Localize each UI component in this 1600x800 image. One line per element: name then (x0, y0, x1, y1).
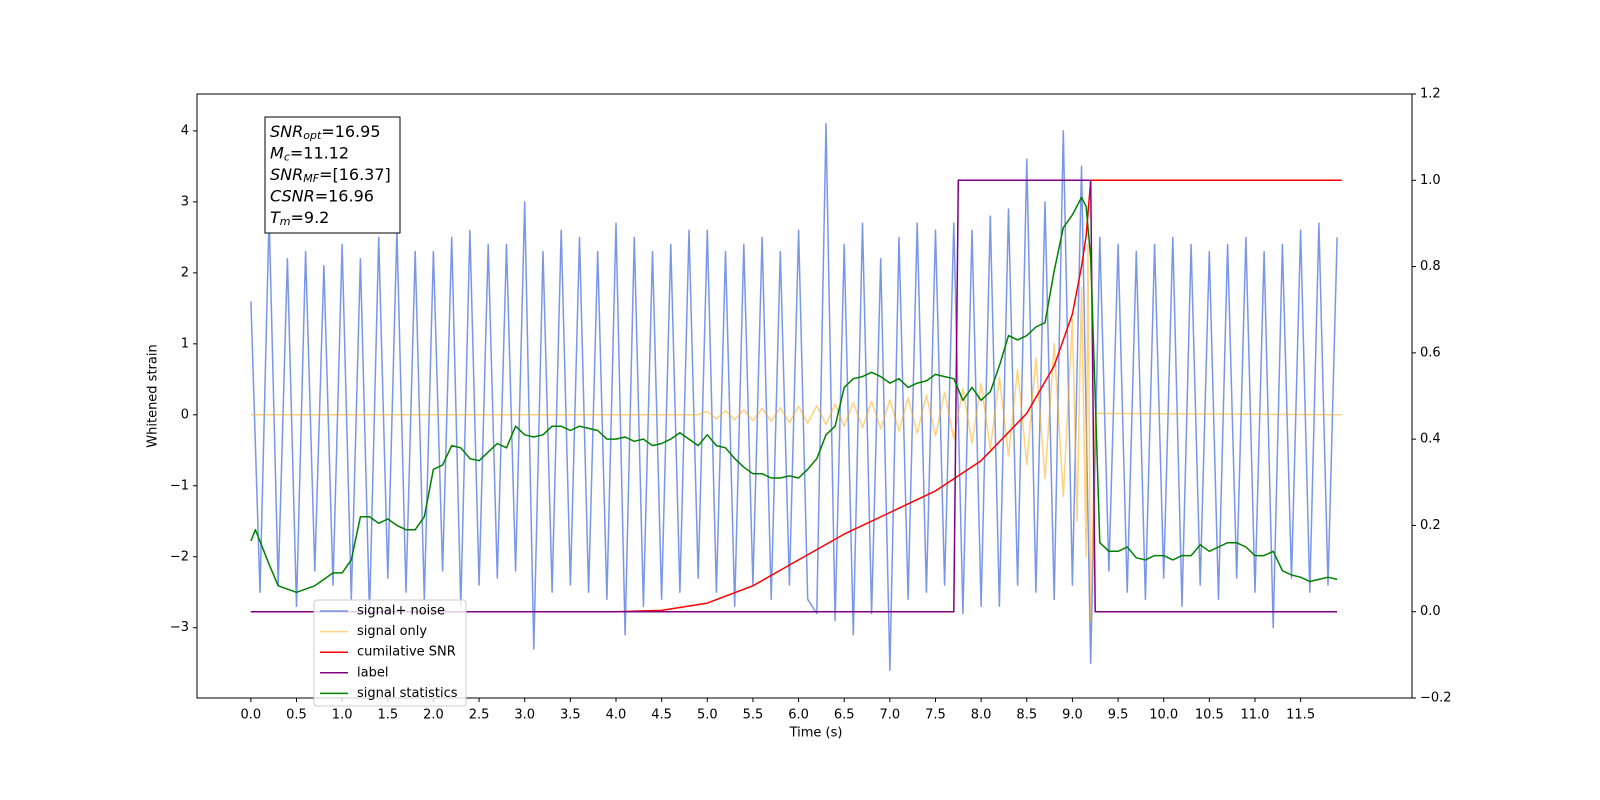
annotation-line: CSNR=16.96 (270, 186, 374, 205)
x-tick-label: 0.0 (241, 708, 262, 723)
y-tick-label: 1 (181, 336, 189, 351)
y-tick-label: 3 (181, 194, 189, 209)
x-tick-label: 9.5 (1108, 708, 1129, 723)
annotation-line: Tm=9.2 (270, 208, 329, 229)
y-axis-label: Whitened strain (146, 344, 161, 447)
annotation-line: SNRMF=[16.37] (270, 165, 391, 186)
legend-label: cumilative SNR (357, 645, 456, 660)
annotation-subscript: MF (303, 172, 319, 185)
x-tick-label: 9.0 (1062, 708, 1083, 723)
y2-tick-label: −0.2 (1420, 691, 1452, 706)
legend-label: signal+ noise (357, 604, 445, 619)
x-tick-label: 6.0 (788, 708, 809, 723)
x-tick-label: 2.0 (423, 708, 444, 723)
data-line (250, 243, 1342, 622)
x-tick-label: 11.5 (1286, 708, 1315, 723)
plot-frame (196, 93, 1413, 699)
x-tick-label: 10.5 (1195, 708, 1224, 723)
y-tick-label: 2 (181, 265, 189, 280)
legend-label: label (357, 665, 388, 680)
x-tick-label: 5.0 (697, 708, 718, 723)
annotation-line: SNRopt=16.95 (270, 122, 381, 143)
annotation-line: Mc=11.12 (270, 143, 349, 164)
annotation-value: =16.95 (321, 122, 380, 141)
x-tick-label: 3.5 (560, 708, 581, 723)
x-tick-label: 5.5 (743, 708, 764, 723)
annotation-symbol: T (270, 208, 281, 227)
data-line (250, 179, 1338, 613)
y2-tick-label: 1.2 (1420, 87, 1441, 102)
y2-tick-label: 0.4 (1420, 432, 1441, 447)
x-tick-label: 8.5 (1016, 708, 1037, 723)
x-tick-label: 6.5 (834, 708, 855, 723)
legend: signal+ noise signal only cumilative SNR la… (313, 599, 467, 707)
annotation-value: =[16.37] (319, 165, 391, 184)
y-tick-label: 0 (181, 407, 189, 422)
data-line (250, 123, 1338, 672)
x-tick-label: 10.0 (1149, 708, 1178, 723)
y2-tick-label: 0.2 (1420, 518, 1441, 533)
x-tick-label: 1.5 (377, 708, 398, 723)
x-tick-label: 0.5 (286, 708, 307, 723)
y-tick-label: −2 (170, 549, 189, 564)
y-tick-label: −3 (170, 620, 189, 635)
annotation-value: =9.2 (291, 208, 330, 227)
x-tick-label: 7.0 (880, 708, 901, 723)
annotation-value: =11.12 (290, 143, 349, 162)
legend-label: signal statistics (357, 686, 458, 701)
annotation-subscript: c (284, 151, 290, 164)
y2-tick-label: 1.0 (1420, 173, 1441, 188)
y2-tick-label: 0.0 (1420, 604, 1441, 619)
annotation-symbol: SNR (270, 165, 303, 184)
annotation-symbol: SNR (270, 122, 303, 141)
legend-box (313, 599, 467, 707)
data-line (250, 196, 1338, 594)
y2-tick-label: 0.8 (1420, 259, 1441, 274)
x-tick-label: 3.0 (514, 708, 535, 723)
x-tick-label: 11.0 (1241, 708, 1270, 723)
annotation-symbol: CSNR (270, 186, 315, 205)
x-tick-label: 4.0 (606, 708, 627, 723)
x-tick-label: 7.5 (925, 708, 946, 723)
x-tick-label: 1.0 (332, 708, 353, 723)
annotation-subscript: m (280, 215, 291, 228)
annotation-box (264, 116, 401, 234)
x-tick-label: 4.5 (651, 708, 672, 723)
annotation-symbol: M (270, 143, 284, 162)
x-tick-label: 2.5 (469, 708, 490, 723)
y-tick-label: 4 (181, 123, 189, 138)
y-tick-label: −1 (170, 478, 189, 493)
y2-tick-label: 0.6 (1420, 345, 1441, 360)
legend-label: signal only (357, 624, 427, 639)
data-line (250, 179, 1342, 613)
annotation-subscript: opt (303, 129, 322, 142)
x-axis-label: Time (s) (789, 726, 843, 741)
annotation-value: =16.96 (315, 186, 374, 205)
x-tick-label: 8.0 (971, 708, 992, 723)
